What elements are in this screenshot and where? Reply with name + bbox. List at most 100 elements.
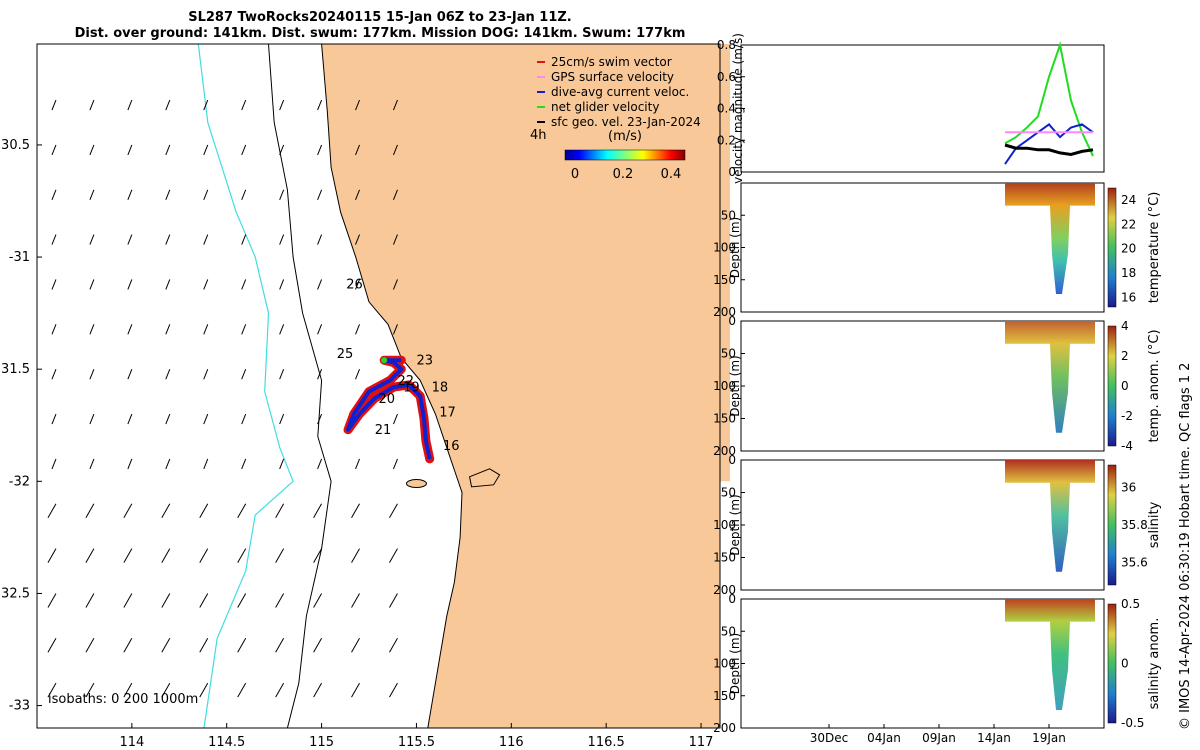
- section-colorbar: [1107, 603, 1117, 724]
- x-tick-label: 116.5: [588, 735, 625, 750]
- depth-y-tick-label: 200: [713, 305, 736, 319]
- vector-arrow: [317, 368, 323, 380]
- vector-arrow: [127, 368, 133, 380]
- vector-arrow: [123, 638, 133, 653]
- date-tick-label: 04Jan: [867, 731, 901, 745]
- colorbar-tick-label: 18: [1121, 266, 1136, 280]
- depth-y-tick-label: 150: [713, 551, 736, 565]
- track-start-marker: [381, 357, 388, 364]
- vector-arrow: [85, 548, 95, 563]
- depth-y-tick-label: 0: [728, 453, 736, 467]
- vector-arrow: [165, 324, 171, 335]
- vector-arrow: [203, 234, 209, 245]
- vector-arrow: [317, 413, 323, 425]
- vector-arrow: [351, 638, 360, 653]
- x-tick-label: 117: [689, 735, 714, 750]
- colorbar-tick-label: 20: [1121, 242, 1136, 256]
- vector-arrow: [241, 99, 247, 111]
- vector-arrow: [275, 638, 285, 653]
- vector-arrow: [89, 234, 95, 245]
- vector-arrow: [203, 368, 209, 380]
- vector-arrow: [203, 324, 209, 335]
- velocity-panel-frame: [740, 44, 1105, 173]
- vector-arrow: [47, 638, 57, 653]
- vector-arrow: [241, 189, 247, 200]
- colorbar-tick-label: 0.4: [661, 167, 682, 182]
- vector-arrow: [165, 413, 171, 425]
- vector-arrow: [123, 548, 133, 563]
- legend-label: 25cm/s swim vector: [551, 55, 672, 69]
- vector-arrow: [123, 682, 133, 698]
- depth-y-tick-label: 200: [713, 444, 736, 458]
- vector-arrow: [317, 144, 323, 156]
- vector-arrow: [279, 99, 285, 111]
- vector-arrow: [51, 324, 57, 335]
- day-label: 20: [379, 392, 396, 407]
- vector-arrow: [203, 279, 209, 290]
- vector-arrow: [393, 99, 398, 111]
- day-label: 17: [439, 405, 456, 420]
- depth-y-tick-label: 100: [713, 518, 736, 532]
- section-data-field: [1005, 183, 1095, 294]
- depth-ylabel: Depth (m): [728, 494, 742, 555]
- vector-arrow: [199, 503, 209, 518]
- velocity-y-tick-label: 0.4: [717, 102, 736, 116]
- colorbar-tick-label: 0: [1121, 657, 1129, 671]
- vector-arrow: [241, 413, 247, 425]
- vector-arrow: [313, 593, 323, 608]
- velocity-y-tick-label: 0.2: [717, 133, 736, 147]
- colorbar-tick-label: 0.5: [1121, 597, 1140, 611]
- colorbar-tick-label: 2: [1121, 349, 1129, 363]
- day-label: 22: [397, 374, 414, 389]
- vector-arrow: [127, 144, 133, 156]
- coastline: [321, 43, 463, 729]
- vector-arrow: [355, 368, 360, 380]
- vector-arrow: [279, 458, 285, 470]
- colorbar-axis-label: temperature (°C): [1147, 192, 1162, 304]
- depth-ylabel: Depth (m): [728, 355, 742, 416]
- depth-y-tick-label: 200: [713, 721, 736, 735]
- vector-arrow: [355, 324, 360, 335]
- y-tick-label: -31: [9, 250, 30, 265]
- section-data-field: [1005, 460, 1095, 572]
- velocity-y-tick-label: 0.6: [717, 70, 736, 84]
- garden-island: [468, 468, 501, 488]
- depth-ylabel: Depth (m): [728, 633, 742, 694]
- vector-arrow: [351, 682, 360, 698]
- depth-y-tick-label: 150: [713, 273, 736, 287]
- isobath-200: [268, 43, 332, 729]
- vector-arrow: [237, 548, 247, 563]
- vector-arrow: [389, 638, 398, 653]
- vector-arrow: [313, 682, 323, 698]
- colorbar-tick-label: 22: [1121, 217, 1136, 231]
- vector-arrow: [313, 503, 323, 518]
- vector-arrow: [317, 99, 323, 111]
- vector-arrow: [241, 234, 247, 245]
- vector-arrow: [85, 593, 95, 608]
- depth-y-tick-label: 100: [713, 657, 736, 671]
- depth-y-tick-label: 150: [713, 689, 736, 703]
- vector-arrow: [127, 234, 133, 245]
- vector-arrow: [355, 144, 360, 156]
- colorbar-label: (m/s): [608, 129, 642, 144]
- vector-arrow: [317, 189, 323, 200]
- vector-arrow: [51, 189, 57, 200]
- vector-arrow: [351, 593, 360, 608]
- vector-arrow: [237, 682, 247, 698]
- vector-arrow: [313, 548, 323, 563]
- depth-y-tick-label: 100: [713, 379, 736, 393]
- vector-arrow: [393, 279, 398, 290]
- chart-title-line1: SL287 TwoRocks20240115 15-Jan 06Z to 23-…: [188, 10, 572, 25]
- colorbar-tick-label: 36: [1121, 481, 1136, 495]
- vector-arrow: [393, 413, 398, 425]
- vector-arrow: [85, 503, 95, 518]
- section-data-field: [1005, 599, 1095, 710]
- y-tick-label: -32: [9, 474, 30, 489]
- velocity-series-line: [1004, 41, 1094, 157]
- vector-arrow: [317, 324, 323, 335]
- colorbar-tick-label: 0.2: [613, 167, 634, 182]
- vector-arrow: [393, 234, 398, 245]
- vector-arrow: [237, 593, 247, 608]
- vector-arrow: [89, 99, 95, 111]
